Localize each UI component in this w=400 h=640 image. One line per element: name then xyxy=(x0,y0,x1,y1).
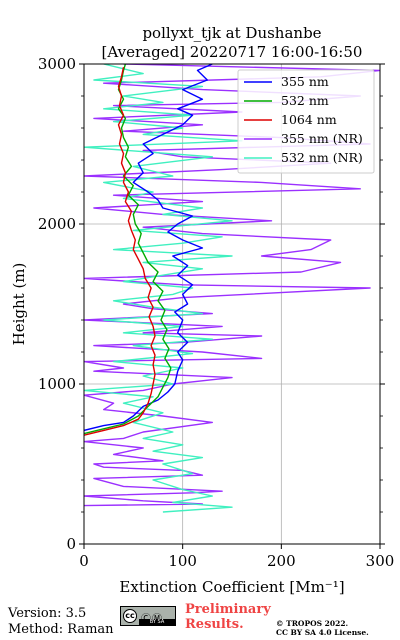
footer-info: Version: 3.5 Method: Raman xyxy=(8,606,114,638)
series-line-355-nm xyxy=(84,64,213,432)
extinction-profile-chart: pollyxt_tjk at Dushanbe [Averaged] 20220… xyxy=(10,24,395,596)
version-text: Version: 3.5 xyxy=(8,606,87,621)
copyright-line2: CC BY SA 4.0 License. xyxy=(276,628,369,637)
x-axis-label: Extinction Coefficient [Mm⁻¹] xyxy=(119,578,344,596)
legend-label: 1064 nm xyxy=(281,112,337,127)
y-tick-label: 2000 xyxy=(38,215,76,233)
x-tick-label: 100 xyxy=(168,552,197,570)
cc-license-badge: cc ⒸⓂ BY SA xyxy=(120,606,176,626)
preliminary-notice: Preliminary Results. xyxy=(185,602,271,632)
legend: 355 nm 532 nm 1064 nm 355 nm (NR) 532 nm (NR… xyxy=(237,69,375,174)
plot-frame xyxy=(83,63,381,545)
series-line-532-nm xyxy=(84,64,172,435)
cc-icon: cc xyxy=(123,609,137,623)
preliminary-line1: Preliminary xyxy=(185,602,271,617)
legend-box xyxy=(237,69,375,174)
license-strip: BY SA xyxy=(139,619,175,625)
preliminary-line2: Results. xyxy=(185,617,244,632)
x-tick-label: 200 xyxy=(267,552,296,570)
copyright-line1: © TROPOS 2022. xyxy=(276,619,349,628)
chart-title-line2: [Averaged] 20220717 16:00-16:50 xyxy=(102,43,363,61)
legend-label: 532 nm xyxy=(281,93,329,108)
legend-label: 355 nm (NR) xyxy=(281,131,363,146)
y-tick-label: 3000 xyxy=(38,55,76,73)
legend-label: 532 nm (NR) xyxy=(281,150,363,165)
copyright-notice: © TROPOS 2022. CC BY SA 4.0 License. xyxy=(276,619,369,637)
y-tick-label: 1000 xyxy=(38,375,76,393)
legend-label: 355 nm xyxy=(281,74,329,89)
series-line-1064-nm xyxy=(84,67,156,436)
chart-title-line1: pollyxt_tjk at Dushanbe xyxy=(142,24,321,42)
x-tick-label: 0 xyxy=(79,552,89,570)
series-line-532-nm-nr- xyxy=(84,64,243,513)
y-tick-label: 0 xyxy=(66,535,76,553)
y-axis-label: Height (m) xyxy=(10,263,28,346)
x-tick-label: 300 xyxy=(366,552,395,570)
method-text: Method: Raman xyxy=(8,622,114,637)
